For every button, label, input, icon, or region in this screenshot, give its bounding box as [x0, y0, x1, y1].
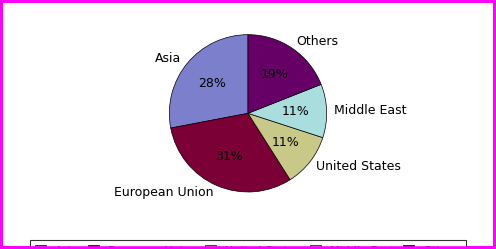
Legend: Asia, European Union, United States, Middle East, Others: Asia, European Union, United States, Mid…	[30, 240, 466, 249]
Wedge shape	[169, 35, 248, 128]
Wedge shape	[248, 113, 323, 180]
Text: 11%: 11%	[271, 136, 299, 149]
Text: Asia: Asia	[155, 52, 182, 65]
Text: 11%: 11%	[281, 105, 309, 118]
Wedge shape	[248, 35, 321, 113]
Text: United States: United States	[316, 160, 401, 173]
Text: European Union: European Union	[114, 186, 214, 199]
Text: 28%: 28%	[198, 77, 226, 90]
Text: Middle East: Middle East	[334, 104, 407, 117]
Text: Others: Others	[297, 35, 339, 48]
Wedge shape	[171, 113, 290, 192]
Wedge shape	[248, 84, 327, 138]
Text: 31%: 31%	[215, 150, 243, 163]
Text: 19%: 19%	[261, 68, 288, 81]
